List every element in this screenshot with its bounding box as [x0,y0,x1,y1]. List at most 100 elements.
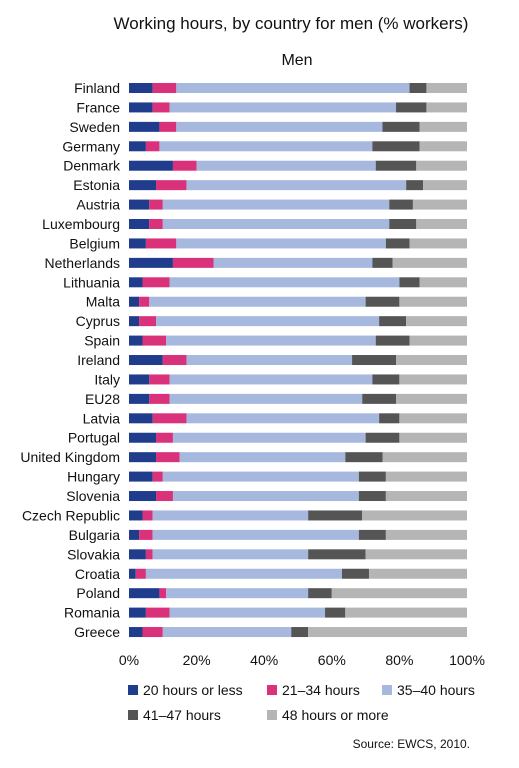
bar-italy-41-47-hours [372,374,400,385]
bar-luxembourg-48-hours-or-more [416,219,467,230]
category-label-italy: Italy [94,371,120,387]
bar-croatia-20-hours-or-less [129,568,136,579]
x-tick-4: 80% [385,652,413,668]
bar-austria-20-hours-or-less [129,199,150,210]
chart-subtitle: Men [281,52,312,69]
bar-luxembourg-20-hours-or-less [129,219,150,230]
bar-belgium-48-hours-or-more [409,238,467,249]
bar-ireland-48-hours-or-more [396,355,467,366]
bar-luxembourg-41-47-hours [389,219,417,230]
bar-croatia-21-34-hours [135,568,146,579]
category-label-france: France [76,99,120,115]
bar-finland-20-hours-or-less [129,83,153,93]
bar-france-20-hours-or-less [129,102,153,113]
legend-swatch-48-hours-or-more [267,710,277,720]
bar-belgium-35-40-hours [176,238,386,249]
bar-estonia-48-hours-or-more [423,180,467,191]
bar-ireland-21-34-hours [162,355,187,366]
bar-austria-41-47-hours [389,199,413,210]
category-label-austria: Austria [76,197,120,213]
category-label-united-kingdom: United Kingdom [20,449,120,465]
legend-swatch-20-hours-or-less [128,685,138,695]
x-tick-2: 40% [250,652,278,668]
bar-sweden-20-hours-or-less [129,121,160,132]
bar-portugal-21-34-hours [156,432,173,443]
category-labels: Finland France Sweden Germany Denmark Estonia… [20,80,121,640]
bar-malta-21-34-hours [139,296,150,307]
x-tick-5: 100% [449,652,485,668]
legend-label-20-hours-or-less: 20 hours or less [143,682,243,698]
bar-lithuania-41-47-hours [399,277,420,288]
x-tick-1: 20% [183,652,211,668]
legend-label-21-34-hours: 21–34 hours [282,682,360,698]
bar-poland-20-hours-or-less [129,588,160,599]
legend-label-48-hours-or-more: 48 hours or more [282,707,389,723]
bar-united-kingdom-48-hours-or-more [382,452,467,463]
category-label-cyprus: Cyprus [76,313,120,329]
bar-greece-20-hours-or-less [129,627,143,638]
bar-slovakia-20-hours-or-less [129,549,146,560]
bar-bulgaria-48-hours-or-more [385,529,467,540]
category-label-greece: Greece [74,624,120,640]
bar-slovakia-41-47-hours [308,549,366,560]
category-label-denmark: Denmark [63,158,121,174]
bar-portugal-20-hours-or-less [129,432,157,443]
bar-bulgaria-21-34-hours [139,529,153,540]
category-label-croatia: Croatia [75,566,120,582]
bar-eu28-20-hours-or-less [129,393,150,404]
bar-latvia-20-hours-or-less [129,413,153,424]
bar-latvia-35-40-hours [186,413,380,424]
bar-czech-republic-20-hours-or-less [129,510,143,521]
category-label-estonia: Estonia [73,177,120,193]
bar-poland-35-40-hours [166,588,309,599]
bar-bulgaria-41-47-hours [358,529,386,540]
bar-romania-21-34-hours [145,607,170,618]
bar-cyprus-48-hours-or-more [406,316,467,327]
category-label-eu28: EU28 [85,391,120,407]
bar-finland-48-hours-or-more [426,83,467,93]
bar-slovenia-48-hours-or-more [385,491,467,502]
bar-italy-35-40-hours [169,374,373,385]
bar-united-kingdom-35-40-hours [179,452,346,463]
bar-germany-20-hours-or-less [129,141,146,152]
category-label-portugal: Portugal [68,430,120,446]
bar-estonia-41-47-hours [406,180,424,191]
source-note: Source: EWCS, 2010. [353,737,470,751]
category-label-lithuania: Lithuania [63,274,120,290]
legend: 20 hours or less 21–34 hours 35–40 hours 41… [128,682,475,723]
bar-malta-35-40-hours [149,296,366,307]
bar-denmark-20-hours-or-less [129,160,173,171]
bar-italy-48-hours-or-more [399,374,467,385]
bar-romania-48-hours-or-more [345,607,467,618]
bar-hungary-41-47-hours [358,471,386,482]
bar-italy-20-hours-or-less [129,374,150,385]
bar-ireland-20-hours-or-less [129,355,163,366]
bar-malta-20-hours-or-less [129,296,140,307]
bar-eu28-35-40-hours [169,393,363,404]
bar-spain-21-34-hours [142,335,167,346]
legend-label-41-47-hours: 41–47 hours [143,707,221,723]
bar-romania-35-40-hours [169,607,326,618]
bar-united-kingdom-21-34-hours [156,452,180,463]
bar-poland-21-34-hours [159,588,167,599]
bar-hungary-48-hours-or-more [385,471,467,482]
bar-greece-48-hours-or-more [308,627,467,638]
category-label-slovakia: Slovakia [67,546,120,562]
bar-germany-41-47-hours [372,141,420,152]
bar-sweden-41-47-hours [382,121,420,132]
category-label-bulgaria: Bulgaria [69,527,121,543]
bar-czech-republic-21-34-hours [142,510,153,521]
category-label-germany: Germany [62,138,120,154]
bar-poland-48-hours-or-more [331,588,467,599]
bar-slovenia-20-hours-or-less [129,491,157,502]
bar-france-48-hours-or-more [426,102,467,113]
category-label-hungary: Hungary [67,469,120,485]
bar-austria-48-hours-or-more [412,199,467,210]
bar-sweden-21-34-hours [159,121,177,132]
bar-portugal-35-40-hours [172,432,366,443]
bar-malta-48-hours-or-more [399,296,467,307]
bar-luxembourg-35-40-hours [162,219,390,230]
bar-czech-republic-41-47-hours [308,510,363,521]
bar-belgium-41-47-hours [385,238,410,249]
